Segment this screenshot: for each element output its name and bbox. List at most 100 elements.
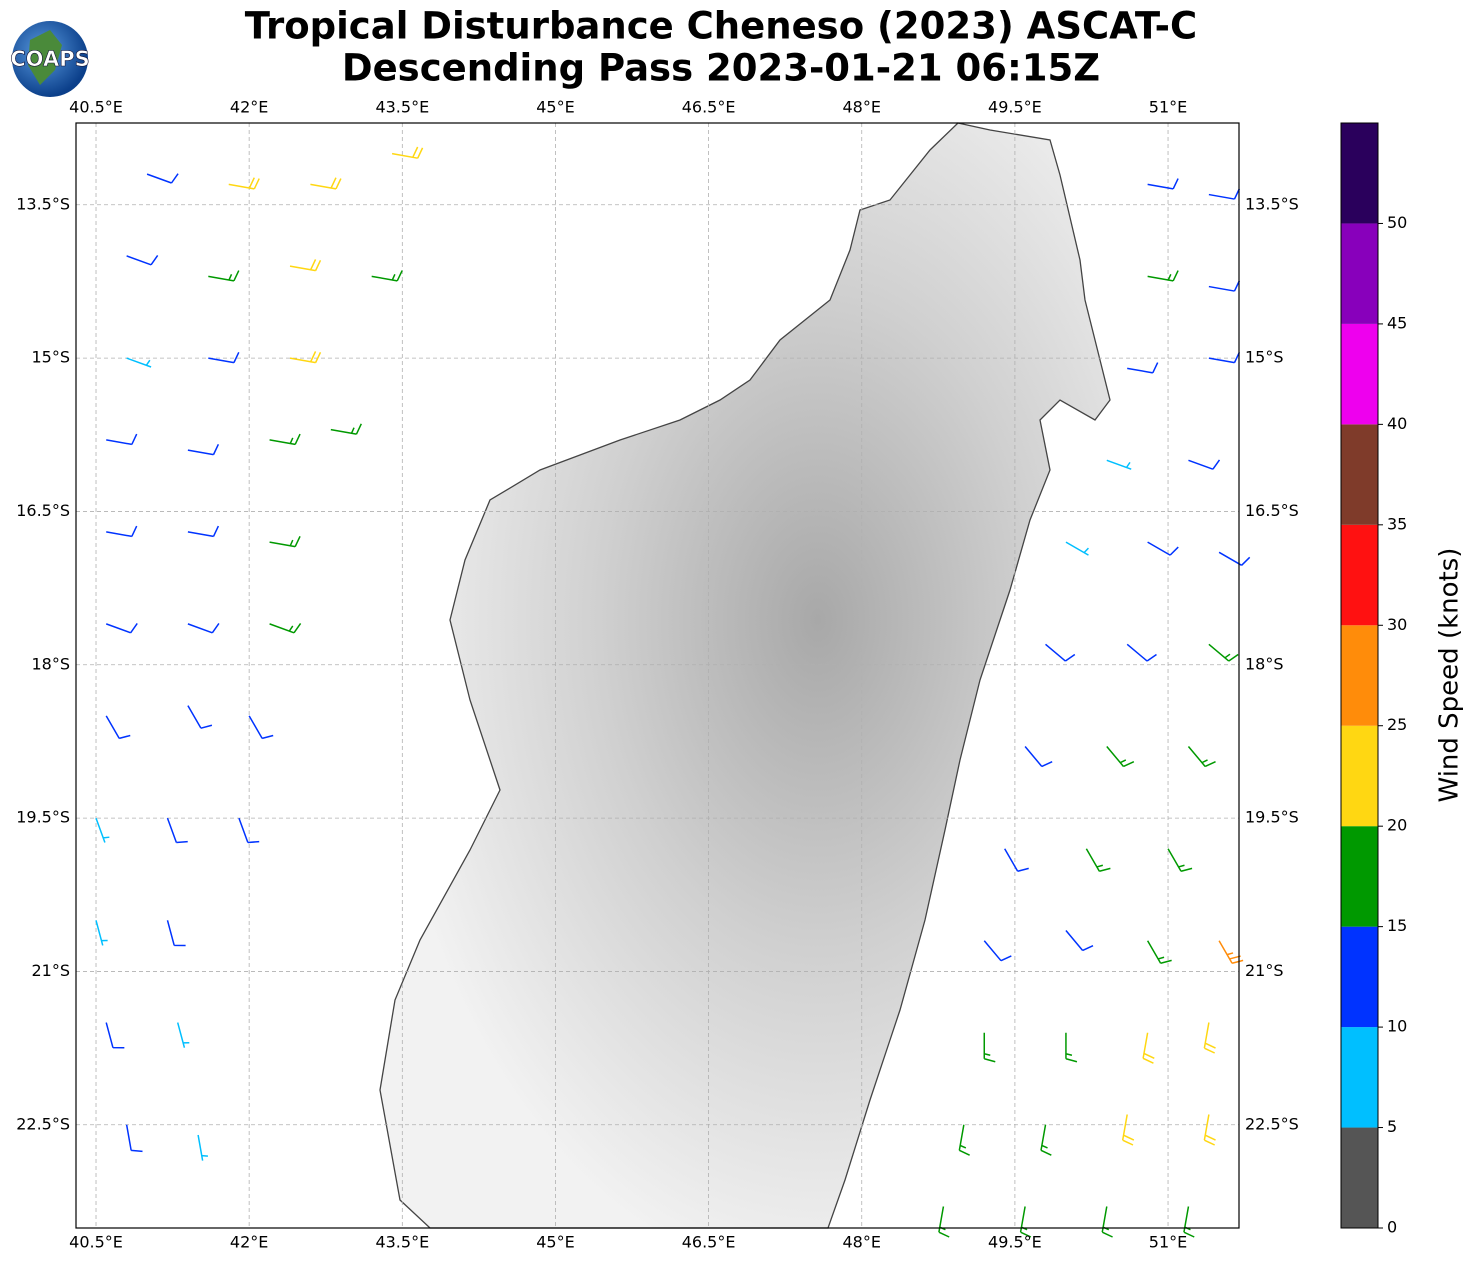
wind-barb — [289, 351, 322, 364]
y-tick-label: 18°S — [1245, 654, 1284, 673]
colorbar-bin — [1341, 926, 1378, 1028]
wind-barb — [289, 259, 322, 272]
x-tick-label: 48°E — [843, 98, 881, 117]
wind-barbs — [95, 146, 1251, 1238]
wind-barb — [1187, 746, 1216, 768]
wind-barb — [1004, 848, 1029, 873]
map-frame — [75, 122, 1240, 1229]
wind-barb — [1203, 1022, 1216, 1054]
x-tick-label: 42°E — [230, 98, 268, 117]
colorbar-tick-label: 50 — [1387, 213, 1407, 232]
x-tick-label: 40.5°E — [69, 98, 123, 117]
colorbar-bin — [1341, 1027, 1378, 1128]
wind-barb — [1208, 643, 1239, 662]
y-tick-label: 19.5°S — [16, 808, 70, 827]
wind-barb — [95, 817, 110, 843]
wind-barb — [248, 715, 274, 740]
wind-barb — [208, 351, 240, 364]
logo: COAPS — [10, 21, 90, 97]
wind-barb — [105, 1022, 125, 1049]
x-tick-label: 40.5°E — [69, 1233, 123, 1252]
wind-barb — [176, 1022, 190, 1048]
wind-barb — [1203, 1114, 1216, 1146]
y-tick-label: 22.5°S — [16, 1114, 70, 1133]
wind-barb — [269, 535, 301, 548]
wind-barb — [106, 525, 138, 538]
wind-barb — [1147, 270, 1179, 282]
colorbar-bin — [1341, 123, 1378, 224]
madagascar-coastline — [379, 122, 1111, 1229]
y-tick-label: 13.5°S — [16, 194, 70, 213]
colorbar-bin — [1341, 625, 1378, 726]
x-tick-label: 51°E — [1149, 98, 1187, 117]
title-line: Tropical Disturbance Cheneso (2023) ASCA… — [245, 5, 1197, 48]
colorbar-tick-label: 40 — [1387, 414, 1407, 433]
wind-barb — [166, 817, 188, 844]
y-tick-label: 16.5°S — [16, 501, 70, 520]
x-tick-label: 43.5°E — [375, 1233, 429, 1252]
wind-barb — [126, 357, 152, 368]
wind-barb — [126, 255, 159, 266]
wind-barb — [105, 715, 131, 740]
y-tick-label: 21°S — [1245, 961, 1284, 980]
wind-barb — [1147, 178, 1179, 190]
wind-barb — [1218, 551, 1251, 566]
wind-barb — [187, 443, 220, 456]
colorbar-bin — [1341, 826, 1378, 927]
wind-barb — [208, 270, 240, 282]
wind-barb — [371, 270, 403, 282]
y-tick-label: 21°S — [31, 961, 70, 980]
colorbar-label: Wind Speed (knots) — [1435, 548, 1465, 803]
wind-barb — [187, 525, 220, 538]
wind-barb — [238, 817, 260, 844]
logo-text: COAPS — [10, 47, 89, 71]
y-tick-label: 15°S — [1245, 348, 1284, 367]
wind-barb — [1126, 643, 1157, 662]
colorbar-bin — [1341, 424, 1378, 525]
colorbar-bin — [1341, 323, 1378, 425]
wind-barb — [1024, 746, 1053, 768]
wind-barb — [1106, 459, 1132, 470]
wind-barb — [330, 423, 362, 435]
wind-barb — [1106, 746, 1135, 768]
y-tick-label: 18°S — [31, 654, 70, 673]
x-tick-label: 43.5°E — [375, 98, 429, 117]
title-line: Descending Pass 2023-01-21 06:15Z — [342, 47, 1100, 90]
wind-barb — [197, 1134, 208, 1161]
colorbar-tick-label: 15 — [1387, 916, 1407, 935]
wind-barb — [1147, 541, 1179, 556]
wind-barb — [166, 920, 186, 947]
wind-barb — [1121, 1114, 1135, 1146]
wind-barb — [95, 920, 108, 946]
x-tick-label: 42°E — [230, 1233, 268, 1252]
y-tick-label: 19.5°S — [1245, 808, 1299, 827]
wind-barb — [310, 177, 342, 190]
x-tick-label: 46.5°E — [682, 1233, 736, 1252]
x-tick-label: 45°E — [536, 1233, 574, 1252]
colorbar-tick-label: 25 — [1387, 715, 1407, 734]
wind-barb — [187, 623, 220, 634]
wind-barb — [1065, 1032, 1078, 1063]
wind-barb — [1142, 1032, 1155, 1064]
y-tick-label: 15°S — [31, 348, 70, 367]
colorbar-bin — [1341, 223, 1378, 324]
colorbar-tick-label: 0 — [1387, 1218, 1397, 1237]
x-tick-label: 49.5°E — [988, 1233, 1042, 1252]
y-tick-label: 22.5°S — [1245, 1114, 1299, 1133]
x-tick-label: 45°E — [536, 98, 574, 117]
colorbar: 0 5 10 15 20 25 30 35 40 45 50 — [1340, 122, 1407, 1237]
wind-barb — [187, 705, 213, 729]
wind-barb — [1188, 459, 1221, 470]
x-tick-label: 51°E — [1149, 1233, 1187, 1252]
wind-barb — [1127, 362, 1159, 374]
wind-barb — [983, 1032, 996, 1063]
wind-barb — [1218, 940, 1244, 965]
colorbar-bin — [1341, 1127, 1378, 1228]
wind-barb — [106, 433, 138, 446]
colorbar-tick-label: 20 — [1387, 816, 1407, 835]
wind-barb — [1167, 848, 1193, 873]
wind-barb — [983, 940, 1012, 962]
x-tick-label: 48°E — [843, 1233, 881, 1252]
wind-barb — [1085, 848, 1111, 873]
wind-barb — [958, 1124, 970, 1156]
